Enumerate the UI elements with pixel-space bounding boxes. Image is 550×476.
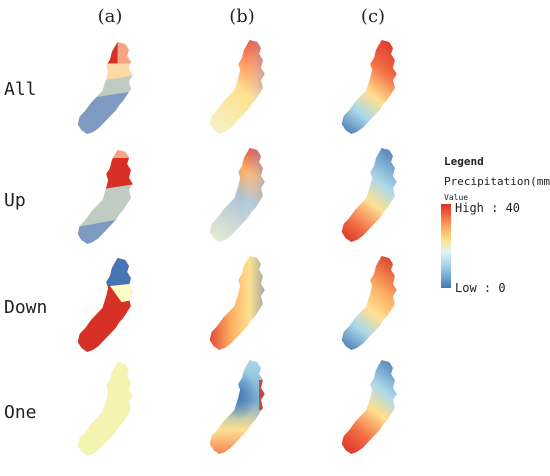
map-up-a — [77, 150, 133, 244]
row-label-down: Down — [4, 297, 48, 318]
legend-value-label: Value — [444, 193, 469, 202]
map-down-b — [209, 256, 265, 350]
legend-field-name: Precipitation(mm) — [444, 175, 550, 188]
column-label-c: (c) — [360, 6, 386, 27]
map-up-b — [209, 148, 265, 242]
map-down-c — [341, 256, 397, 350]
legend-high-label: High : 40 — [455, 201, 521, 215]
column-label-b: (b) — [229, 6, 255, 27]
map-one-c — [341, 360, 397, 454]
row-label-up: Up — [4, 190, 26, 211]
map-all-a — [77, 42, 133, 135]
legend-color-ramp — [441, 204, 451, 288]
map-down-a — [77, 258, 133, 352]
map-one-b — [209, 360, 265, 454]
map-all-b — [209, 40, 265, 134]
row-label-all: All — [4, 79, 37, 100]
legend-low-label: Low : 0 — [455, 281, 506, 295]
row-label-one: One — [4, 402, 37, 423]
legend-title: Legend — [444, 155, 484, 168]
map-one-a — [77, 362, 133, 456]
map-all-c — [341, 40, 397, 134]
map-up-c — [341, 148, 397, 242]
column-label-a: (a) — [97, 6, 123, 27]
